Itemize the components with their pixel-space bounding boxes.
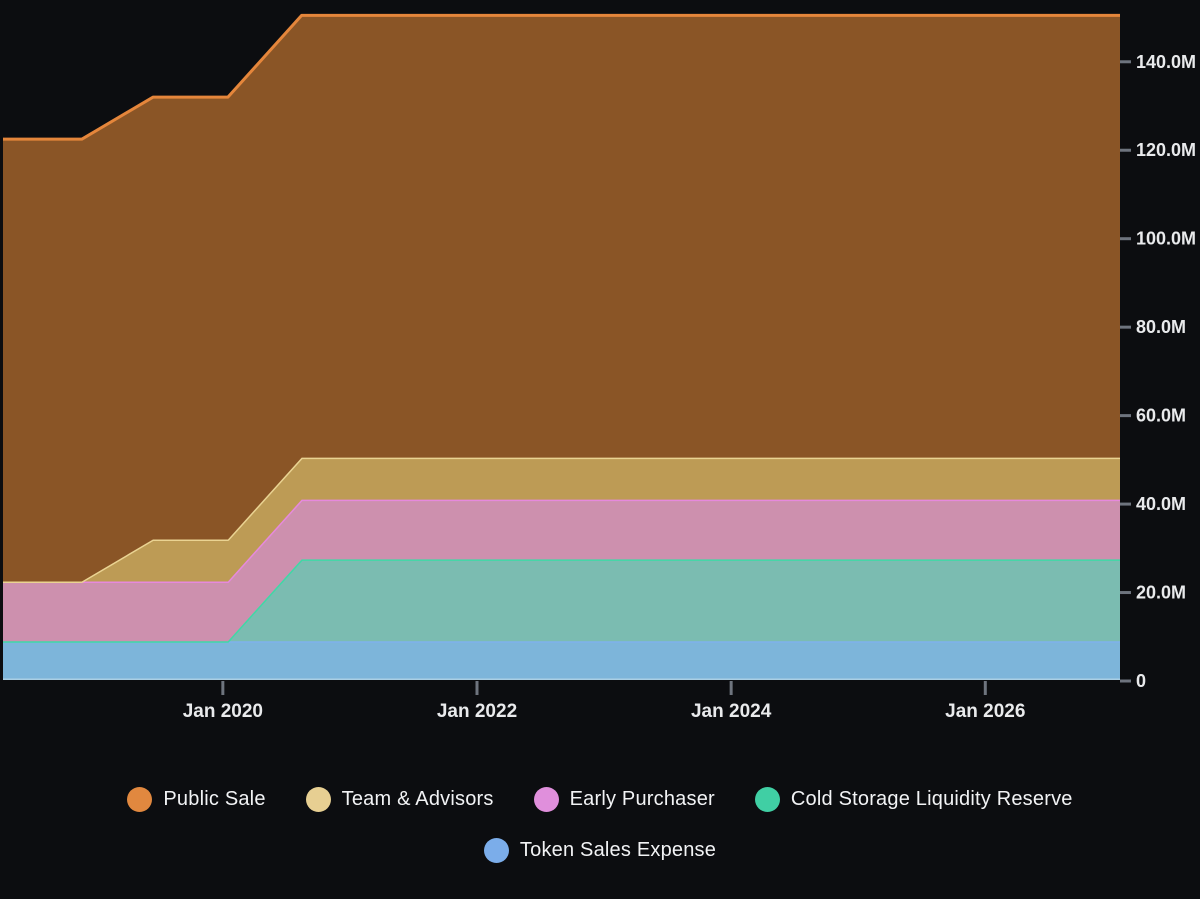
y-tick-label: 140.0M: [1136, 52, 1196, 72]
y-tick-label: 20.0M: [1136, 583, 1186, 603]
legend-item-early-purchaser[interactable]: Early Purchaser: [533, 787, 715, 812]
legend-swatch-icon: [305, 787, 331, 812]
legend-item-cold-storage-liquidity-reserve[interactable]: Cold Storage Liquidity Reserve: [754, 787, 1073, 812]
legend-label: Token Sales Expense: [519, 839, 717, 861]
x-tick-label: Jan 2024: [691, 701, 772, 722]
area-early-purchaser: [3, 499, 1120, 642]
y-tick-label: 100.0M: [1136, 229, 1196, 249]
legend-item-token-sales-expense[interactable]: Token Sales Expense: [483, 838, 717, 863]
legend-swatch-icon: [127, 787, 153, 812]
line-public-sale: [3, 13, 1120, 141]
legend-row: Token Sales Expense: [483, 838, 717, 863]
y-tick-label: 40.0M: [1136, 494, 1186, 514]
y-tick-label: 120.0M: [1136, 140, 1196, 160]
legend-label: Early Purchaser: [569, 788, 715, 810]
x-tick-label: Jan 2020: [183, 701, 263, 722]
y-tick-label: 60.0M: [1136, 406, 1186, 426]
legend-swatch-icon: [483, 838, 509, 863]
area-token-sales-expense: [3, 641, 1120, 680]
x-tick-label: Jan 2022: [437, 701, 517, 722]
area-public-sale: [3, 15, 1120, 582]
stacked-area-chart: 0 20.0M 40.0M 60.0M 80.0M 100.0M 120.0M 140.0M J…: [3, 13, 1196, 722]
y-tick-label: 0: [1136, 671, 1146, 691]
legend-label: Team & Advisors: [341, 788, 494, 810]
area-cold-storage-liquidity-reserve: [3, 559, 1120, 642]
legend-label: Public Sale: [163, 788, 266, 810]
plot-area: [3, 13, 1120, 680]
y-tick-label: 80.0M: [1136, 317, 1186, 337]
legend-item-public-sale[interactable]: Public Sale: [127, 787, 265, 812]
legend-label: Cold Storage Liquidity Reserve: [790, 788, 1073, 810]
chart-legend: Public Sale Team & Advisors Early Purchase…: [0, 787, 1200, 863]
x-tick-label: Jan 2026: [945, 701, 1025, 722]
legend-item-team-advisors[interactable]: Team & Advisors: [305, 787, 494, 812]
area-team-advisors: [3, 457, 1120, 582]
legend-row: Public Sale Team & Advisors Early Purchase…: [127, 787, 1072, 812]
legend-swatch-icon: [754, 787, 780, 812]
legend-swatch-icon: [533, 787, 559, 812]
